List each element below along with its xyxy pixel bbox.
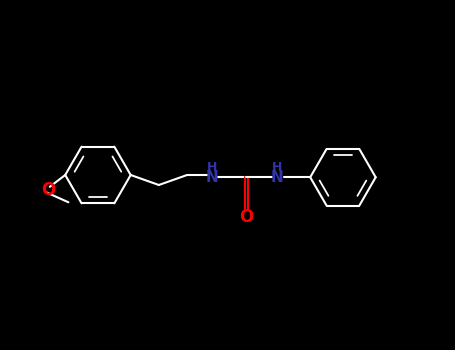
Text: N: N [206, 170, 218, 185]
Text: O: O [41, 181, 55, 198]
Text: H: H [207, 161, 217, 174]
Text: N: N [271, 170, 284, 185]
Text: O: O [239, 208, 254, 226]
Text: H: H [272, 161, 283, 174]
